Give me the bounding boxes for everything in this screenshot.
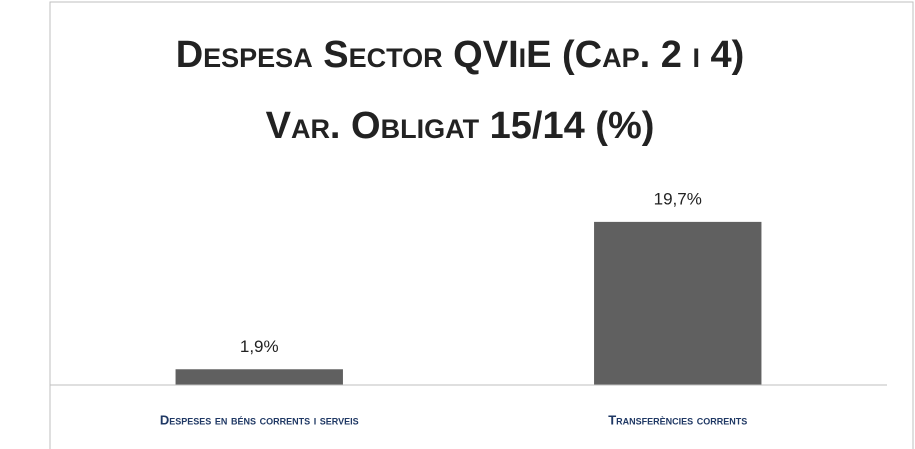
x-tick-label: Despeses en béns corrents i serveis (160, 412, 359, 427)
chart-frame (49, 1, 914, 449)
value-label: 19,7% (654, 189, 702, 208)
bar (594, 221, 762, 385)
chart-title: Var. Obligat 15/14 (%) (266, 105, 655, 147)
chart-title: Despesa Sector QVIiE (Cap. 2 i 4) (176, 34, 745, 76)
value-label: 1,9% (240, 337, 279, 356)
bar (175, 369, 343, 385)
x-tick-label: Transferències corrents (608, 412, 747, 427)
